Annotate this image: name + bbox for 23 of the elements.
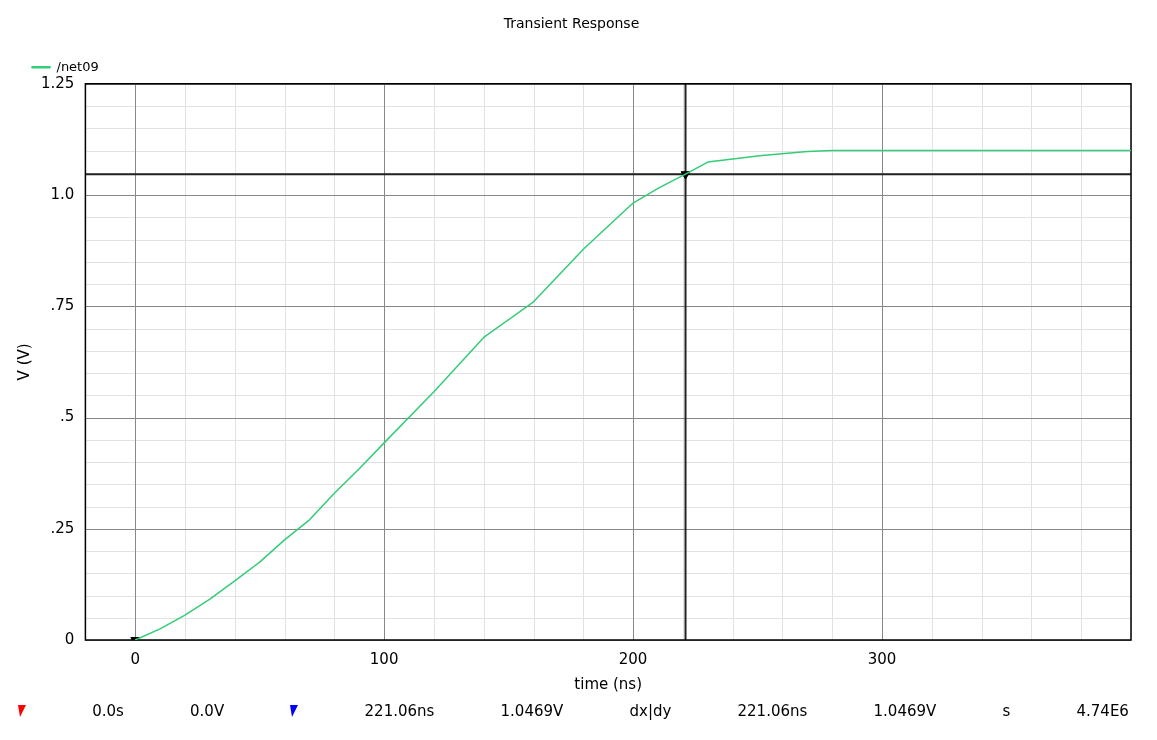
y-tick-label: 0	[64, 629, 75, 648]
x-tick-label: 200	[618, 649, 648, 668]
x-tick-label: 300	[867, 649, 897, 668]
text: dx|dy	[629, 702, 672, 720]
text: 4.74E6	[1076, 702, 1129, 720]
chart-title: Transient Response	[502, 15, 640, 32]
text: 221.06ns	[364, 702, 435, 720]
y-tick-label: .75	[50, 296, 75, 315]
y-tick-label: .25	[50, 518, 75, 537]
y-axis-title: V (V)	[14, 343, 33, 381]
y-tick-label: 1.0	[50, 184, 75, 203]
y-tick-label: .5	[60, 407, 75, 426]
x-tick-label: 100	[369, 649, 399, 668]
text: 1.0469V	[873, 702, 937, 720]
x-tick-label: 0	[130, 649, 140, 668]
y-tick-label: 1.25	[40, 73, 75, 92]
text: 1.0469V	[500, 702, 564, 720]
text: 0.0V	[190, 702, 225, 720]
text: 0.0s	[92, 702, 124, 720]
legend-label: /net09	[56, 58, 99, 74]
x-axis-title: time (ns)	[574, 674, 643, 693]
text: 221.06ns	[737, 702, 808, 720]
text: s	[1002, 702, 1011, 720]
